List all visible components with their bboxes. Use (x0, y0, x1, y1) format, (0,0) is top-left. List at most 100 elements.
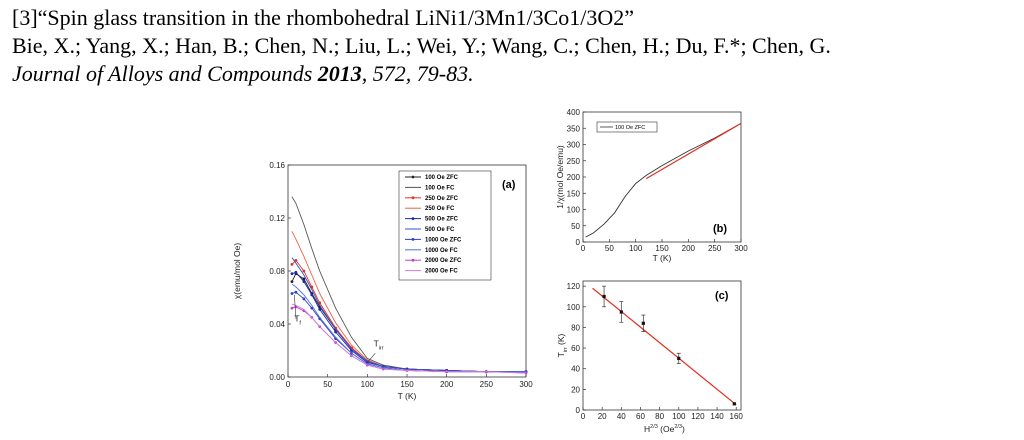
plot-frame (582, 280, 742, 411)
citation-pages: , 572, 79-83. (361, 61, 474, 86)
legend-label: 100 Oe ZFC (425, 175, 459, 181)
chart-c: 0 20 40 60 80 100 120 140 160020406080100120H2/3… (556, 280, 743, 434)
annotation-subscript: irr (379, 346, 384, 352)
data-point (302, 280, 306, 283)
y-tick-label: 60 (571, 344, 580, 353)
x-tick-label: 150 (400, 380, 414, 389)
data-point (302, 277, 306, 281)
panel-label: (b) (713, 223, 727, 235)
x-tick-label: 60 (636, 412, 645, 421)
legend-marker (411, 238, 415, 241)
data-point (294, 259, 298, 262)
y-tick-label: 150 (567, 189, 581, 198)
legend-label: 1000 Oe FC (425, 248, 458, 254)
y-tick-label: 20 (571, 385, 580, 394)
y-tick-label: 100 (567, 206, 581, 215)
citation-journal: Journal of Alloys and Compounds 2013 (12, 61, 362, 86)
x-axis-label-unit-sup: 2/3 (674, 424, 682, 430)
panel-label: (a) (502, 179, 516, 191)
y-axis-label: Tirr (K) (556, 333, 569, 357)
x-tick-label: 0 (581, 244, 586, 253)
data-point (294, 270, 298, 274)
legend-box (596, 121, 658, 133)
x-tick-label: 80 (655, 412, 664, 421)
legend-marker (411, 258, 415, 262)
y-axis-label-t: T (556, 352, 566, 357)
x-axis-label: T (K) (398, 391, 417, 401)
citation: [3]“Spin glass transition in the rhomboh… (12, 4, 1012, 88)
x-tick-label: 200 (440, 380, 454, 389)
legend-label: 2000 Oe ZFC (425, 258, 462, 264)
y-axis-label: 1/χ(mol Oe/emu) (555, 145, 565, 209)
y-tick-label: 0.04 (269, 320, 285, 329)
data-point (302, 269, 306, 273)
y-tick-label: 200 (567, 173, 581, 182)
y-tick-label: 0.12 (269, 214, 285, 223)
data-point (619, 310, 623, 314)
fit-line (592, 287, 737, 406)
legend-box (398, 170, 492, 281)
legend-marker (411, 217, 415, 220)
data-point (677, 356, 681, 360)
legend-marker (411, 175, 415, 179)
data-point (310, 306, 314, 310)
legend-label: 1000 Oe ZFC (425, 237, 462, 243)
legend-label: 500 Oe ZFC (425, 217, 459, 223)
x-axis-label-unit: (Oe (658, 424, 675, 434)
x-tick-label: 100 (629, 244, 643, 253)
x-axis-label: H2/3 (Oe2/3) (644, 424, 685, 434)
annotation-label: T (374, 339, 379, 349)
x-tick-label: 50 (323, 380, 332, 389)
y-tick-label: 80 (571, 323, 580, 332)
x-tick-label: 200 (682, 244, 696, 253)
data-point (641, 321, 645, 325)
data-point (732, 402, 736, 406)
chart-b: 0 50 100 150 200 250 300 0 50 100 150 200 250 300 350 4… (555, 108, 748, 263)
panel-label: (c) (715, 290, 729, 302)
legend-label: 2000 Oe FC (425, 269, 458, 275)
tf-arrow (294, 294, 297, 319)
y-tick-label: 0.08 (269, 267, 285, 276)
x-axis-label-close: ) (682, 424, 685, 434)
data-point (302, 297, 306, 301)
citation-journal-line: Journal of Alloys and Compounds 2013, 57… (12, 60, 1012, 88)
chart-a: 0 50 100 150 200 250 300 0.00 0.04 0.08 0.12 0.16 T … (232, 161, 533, 401)
y-tick-label: 250 (567, 157, 581, 166)
x-axis-label-sup: 2/3 (650, 424, 658, 430)
tirr-arrow (367, 352, 376, 363)
data-point (290, 280, 294, 283)
data-point (290, 306, 294, 310)
y-tick-label: 50 (571, 222, 580, 231)
y-axis-label-unit: (K) (556, 333, 566, 347)
x-tick-label: 250 (480, 380, 494, 389)
annotation-label: T (294, 313, 299, 323)
citation-authors: Bie, X.; Yang, X.; Han, B.; Chen, N.; Li… (12, 33, 831, 58)
y-axis-label-sub: irr (563, 347, 569, 352)
legend-label: 100 Oe FC (425, 185, 455, 191)
x-tick-label: 250 (708, 244, 722, 253)
x-tick-label: 0 (581, 412, 586, 421)
series-line (291, 303, 527, 374)
y-tick-label: 0.00 (269, 373, 285, 382)
legend-label: 100 Oe ZFC (615, 125, 645, 131)
x-axis-label: T (K) (653, 253, 672, 263)
x-tick-label: 100 (672, 412, 686, 421)
annotation-subscript: f (299, 320, 301, 326)
x-tick-label: 120 (691, 412, 705, 421)
x-tick-label: 300 (519, 380, 533, 389)
y-tick-label: 300 (567, 141, 581, 150)
x-axis-label-h: H (644, 424, 650, 434)
x-tick-label: 50 (605, 244, 614, 253)
series-line (291, 291, 526, 373)
y-axis-label: χ(emu/mol Oe) (232, 243, 242, 300)
data-point (602, 294, 606, 299)
citation-year: 2013 (317, 61, 362, 86)
y-tick-label: 350 (567, 124, 581, 133)
x-tick-label: 100 (361, 380, 375, 389)
series-line (585, 123, 742, 238)
legend-label: 250 Oe ZFC (425, 196, 459, 202)
data-point (524, 371, 528, 375)
data-point (290, 272, 294, 276)
x-tick-label: 300 (734, 244, 748, 253)
legend-marker (411, 196, 415, 200)
